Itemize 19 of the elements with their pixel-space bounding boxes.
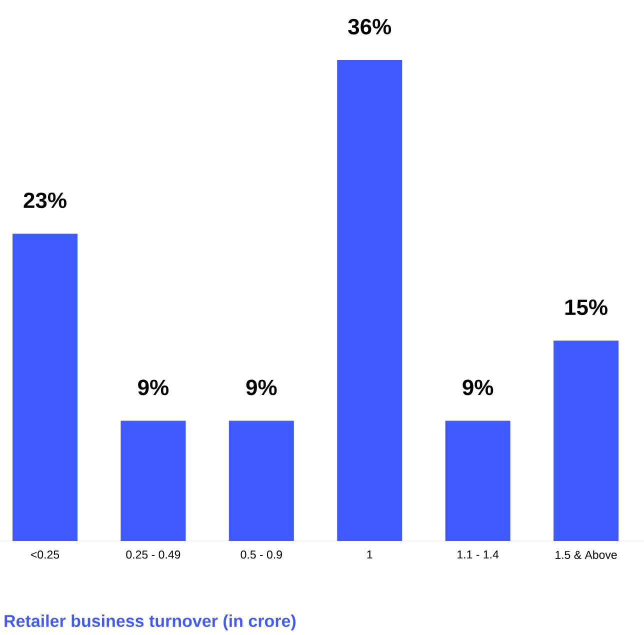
data-label: 9% [246,380,277,396]
bar [554,340,619,541]
x-axis-title: Retailer business turnover (in crore) [4,614,296,630]
bar [337,60,402,541]
data-label: 9% [462,380,494,396]
x-tick-label: 1.1 - 1.4 [458,550,499,558]
data-label: 15% [565,300,608,316]
bar [228,420,294,541]
bar [120,420,186,541]
x-tick-label: 0.5 - 0.9 [240,550,282,559]
x-tick-label: 0.25 - 0.49 [126,550,180,559]
bar [445,420,510,541]
data-label: 23% [24,192,66,208]
data-label: 36% [348,18,392,34]
data-label: 9% [138,380,169,396]
bar [12,234,78,541]
x-tick-label: 1 [367,550,372,558]
x-tick-label: 1.5 & Above [556,550,617,559]
x-tick-label: <0.25 [31,550,60,559]
